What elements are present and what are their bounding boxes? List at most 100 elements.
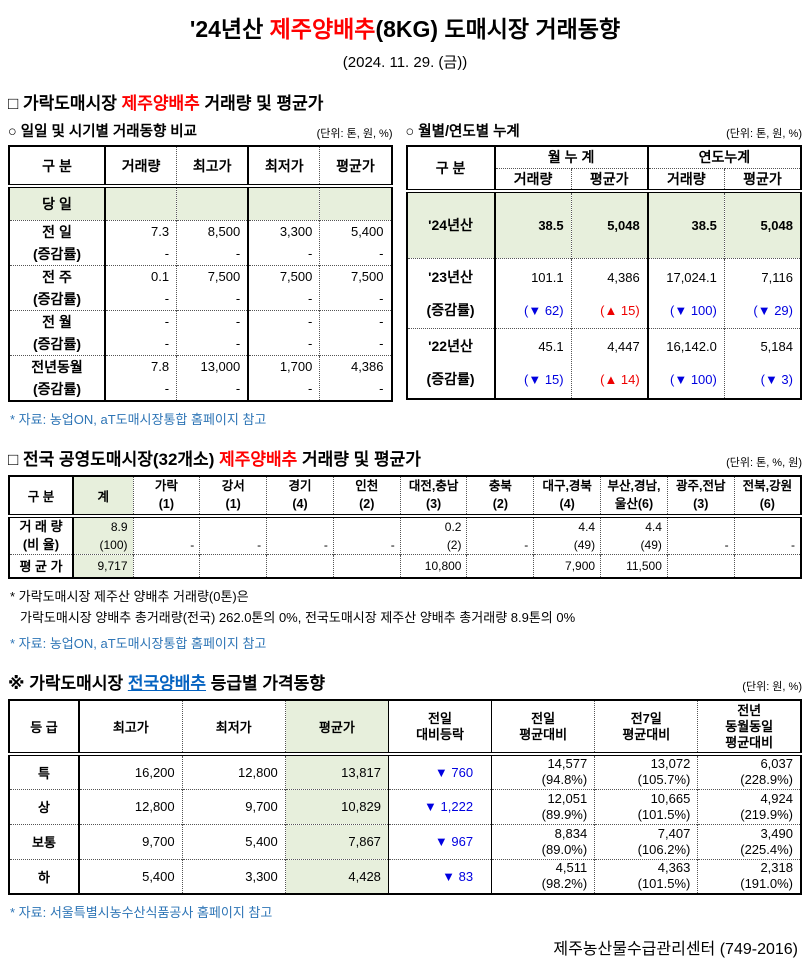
column-group-header: 연도누계 (646, 146, 801, 169)
header-row: 구 분 계 가락 (1) 강서 (1) 경기 (4) 인천 (2) 대전,충남 (3) 충… (9, 475, 801, 518)
section2-title-product: 제주양배추 (219, 449, 298, 469)
change-down-value: (▼ 62) (524, 302, 564, 318)
section3-header: ※ 가락도매시장 전국양배추 등급별 가격동향 (단위: 원, %) (8, 669, 802, 694)
header-line: 평균대비 (725, 734, 774, 750)
report-date: (2024. 11. 29. (금)) (342, 54, 468, 71)
cell-line: - (379, 313, 384, 329)
header-line: 전일 (531, 710, 556, 726)
table-row-prevyear-month: 전년동월 (증감률) 7.8 - 13,000 - 1,700 - 4,386 - (9, 354, 392, 401)
row-label-cell: 거 래 량 (비 율) (9, 516, 73, 555)
footnote-line1: * 가락도매시장 제주산 양배추 거래량(0톤)은 (10, 589, 249, 604)
change-up-value: (▲ 15) (600, 302, 640, 318)
row-label-cell: 전 일 (증감률) (9, 219, 105, 265)
cell-line: (89.9%) (541, 806, 588, 822)
value-cell: 8,834 (89.0%) (491, 823, 595, 859)
market-count: (6) (759, 497, 775, 511)
value-cell: 8.9 (100) (72, 515, 133, 554)
value-cell: 10,829 (284, 788, 389, 824)
value-cell: -- (176, 309, 249, 355)
value-cell: 7,900 (533, 553, 601, 578)
cell-line: (증감률) (426, 301, 475, 318)
unit-label: (단위: 톤, %, 원) (726, 456, 802, 469)
market-name: 대전,충남 (408, 479, 459, 493)
value-cell: 6,037 (228.9%) (697, 754, 801, 789)
change-down-value: (▼ 100) (670, 372, 717, 388)
footer-credit: 제주농산물수급관리센터 (749-2016) (553, 941, 798, 958)
cell-line: - (235, 245, 241, 261)
change-down-value: ▼ 967 (387, 823, 492, 859)
cell-line: (191.0%) (740, 876, 793, 892)
cell-line: 7,500 (279, 268, 313, 284)
market-count: (3) (693, 497, 709, 511)
row-label-cell: 전 월 (증감률) (9, 309, 105, 355)
value-cell: 13,817 (284, 754, 389, 789)
circle-bullet-icon: ○ (405, 124, 415, 140)
column-header: 전년 동월동일 평균대비 (697, 700, 801, 756)
cell-line: 12,051 (547, 790, 588, 806)
value-cell: 7.3 - (104, 219, 177, 265)
cell-line: - (235, 290, 241, 306)
cell-line: '22년산 (428, 338, 473, 355)
cell-line: 7,500 (207, 268, 241, 284)
cell-line: - (724, 537, 729, 552)
value-cell: - (266, 515, 334, 554)
value-cell: 14,577 (94.8%) (491, 754, 595, 789)
cumulative-subhead: ○ 월별/연도별 누계 (단위: 톤, 원, %) (406, 120, 802, 141)
section2-title-prefix: 전국 공영도매시장(32개소) (18, 449, 220, 469)
value-cell: 7,500 - (319, 264, 392, 310)
cumulative-table: 구 분 월 누 계 연도누계 거래량 평균가 거래량 평균가 '24년산 38.… (405, 145, 802, 400)
title-suffix: (8KG) 도매시장 거래동향 (375, 16, 621, 42)
row-label-cell: 평 균 가 (9, 553, 73, 578)
column-header: 거래량 (104, 146, 177, 188)
cell-line: (225.4%) (740, 841, 793, 857)
section1-title-suffix: 거래량 및 평균가 (199, 94, 324, 113)
value-cell: 10,800 (399, 553, 467, 578)
market-name: 부산,경남, (607, 479, 661, 493)
value-cell: - (666, 515, 735, 554)
table-row-quantity: 거 래 량 (비 율) 8.9 (100) - - - - 0.2 (2) - 4.4… (9, 515, 801, 555)
cell-line (201, 518, 261, 536)
table-row-today: 당 일 (9, 186, 392, 220)
cell-line: 8,834 (554, 825, 588, 841)
market-count: (4) (292, 497, 308, 511)
unit-label: (단위: 톤, 원, %) (726, 128, 802, 140)
value-cell: - (332, 515, 401, 554)
cell-line: - (379, 290, 384, 306)
section1-header: □ 가락도매시장 제주양배추 거래량 및 평균가 (8, 89, 802, 114)
change-down-value: ▼ 83 (387, 858, 492, 894)
cell-line: - (379, 245, 384, 261)
header-row: 등 급 최고가 최저가 평균가 전일 대비등락 전일 평균대비 전7일 평균대비 전년… (9, 700, 801, 756)
daily-trend-table: 구 분 거래량 최고가 최저가 평균가 당 일 (8, 145, 393, 402)
cell-line: 7,407 (657, 825, 691, 841)
value-cell: 7.8 - (104, 354, 177, 401)
cell-line: - (164, 380, 170, 396)
table-row-prevday: 전 일 (증감률) 7.3 - 8,500 - 3,300 - 5,400 - (9, 219, 392, 265)
header-line: 평균대비 (622, 726, 671, 742)
column-header: 인천 (2) (332, 475, 401, 518)
cell-line: - (379, 335, 384, 351)
header-row: 구 분 거래량 최고가 최저가 평균가 (9, 146, 392, 188)
value-cell: 7,116 (▼ 29) (723, 258, 801, 329)
daily-trend-subtitle-text: 일일 및 시기별 거래동향 비교 (16, 124, 197, 140)
value-cell: 12,051 (89.9%) (491, 788, 595, 824)
value-cell: 4,428 (284, 858, 389, 894)
column-header: 전일 대비등락 (387, 700, 492, 756)
row-label-cell: '24년산 (428, 217, 473, 234)
cell-line: (49) (640, 537, 662, 552)
value-cell (247, 186, 320, 220)
market-count: 울산(6) (614, 497, 654, 511)
cell-line: - (164, 245, 170, 261)
table-row-grade-normal: 보통 9,700 5,400 7,867 ▼ 967 8,834 (89.0%) … (9, 823, 801, 859)
value-cell: 17,024.1 (▼ 100) (646, 258, 725, 329)
value-cell: - (466, 515, 534, 554)
value-cell (666, 553, 735, 578)
column-header: 평균가 (570, 168, 648, 193)
cell-line: 3,300 (279, 223, 313, 239)
value-cell: 12,800 (77, 788, 183, 824)
cell-line: 3,490 (760, 825, 793, 841)
table-row-grade-special: 특 16,200 12,800 13,817 ▼ 760 14,577 (94.8… (9, 754, 801, 789)
cell-line: - (235, 313, 241, 329)
cell-line: (94.8%) (541, 772, 588, 788)
value-cell (332, 553, 401, 578)
